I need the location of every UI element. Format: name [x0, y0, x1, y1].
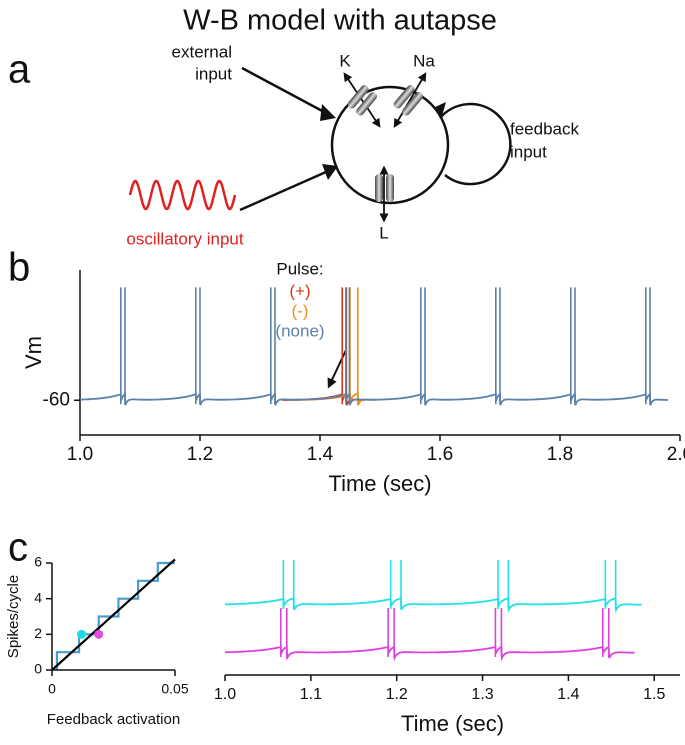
diagram: K Na L external input feedback input osc…	[126, 42, 579, 248]
synapse	[322, 164, 338, 180]
x-tick-label: 1.2	[386, 686, 408, 703]
fit-line	[51, 558, 176, 671]
x-tick-label: 1.0	[67, 444, 93, 465]
panel-label: a	[8, 48, 31, 92]
flux-arrow	[343, 72, 381, 128]
x-tick-label: 1.0	[214, 686, 236, 703]
y-axis-label: Spikes/cycle	[5, 575, 22, 658]
legend-entry: (none)	[275, 321, 324, 340]
x-tick-label: 1.6	[427, 444, 453, 465]
input-label: oscillatory input	[126, 229, 243, 248]
y-tick-label: 2	[34, 625, 42, 641]
x-tick-label: 0.05	[161, 681, 188, 697]
legend-entry: (-)	[292, 301, 309, 320]
x-tick-label: 1.2	[187, 444, 213, 465]
channel	[393, 85, 424, 116]
trace	[80, 392, 668, 406]
input-label: external	[172, 42, 232, 61]
y-tick-label: -60	[43, 389, 70, 410]
y-tick-label: 6	[34, 554, 42, 570]
channel-label: K	[339, 51, 351, 70]
synapse	[433, 102, 446, 116]
channel	[347, 85, 378, 116]
point	[77, 629, 87, 639]
x-tick-label: 1.5	[643, 686, 665, 703]
trace	[225, 645, 635, 662]
pulse-arrow	[327, 349, 347, 389]
x-tick-label: 2.0	[667, 444, 685, 465]
autapse-loop	[439, 102, 512, 186]
input-line	[241, 66, 327, 115]
x-tick-label: 1.1	[300, 686, 322, 703]
x-tick-label: 1.4	[307, 444, 334, 465]
panel-label: b	[8, 246, 30, 290]
x-axis-label: Time (sec)	[401, 711, 504, 736]
x-axis-label: Time (sec)	[328, 471, 431, 496]
x-tick-label: 1.8	[547, 444, 573, 465]
channel-label: Na	[413, 51, 435, 70]
point	[94, 629, 104, 639]
oscillation	[128, 179, 237, 211]
y-tick-label: 4	[34, 589, 42, 605]
y-axis-label: Vm	[21, 336, 46, 369]
input-line	[239, 170, 327, 212]
x-tick-label: 0	[48, 681, 56, 697]
x-axis-label: Feedback activation	[47, 711, 180, 728]
step-line	[55, 561, 175, 670]
input-label: feedback	[510, 119, 579, 138]
synapse	[320, 104, 336, 121]
neuron	[330, 85, 450, 205]
legend-entry: (+)	[289, 281, 310, 300]
channel	[375, 174, 394, 202]
input-label: input	[510, 142, 547, 161]
trace	[225, 596, 642, 614]
y-tick-label: 0	[34, 661, 42, 677]
figure-title: W-B model with autapse	[183, 5, 497, 37]
panel-label: c	[8, 526, 28, 570]
channel-label: L	[379, 223, 388, 242]
x-tick-label: 1.4	[557, 686, 579, 703]
annotation: Pulse:	[276, 259, 323, 278]
flux-arrow	[393, 72, 427, 128]
x-tick-label: 1.3	[471, 686, 493, 703]
input-label: input	[195, 64, 232, 83]
